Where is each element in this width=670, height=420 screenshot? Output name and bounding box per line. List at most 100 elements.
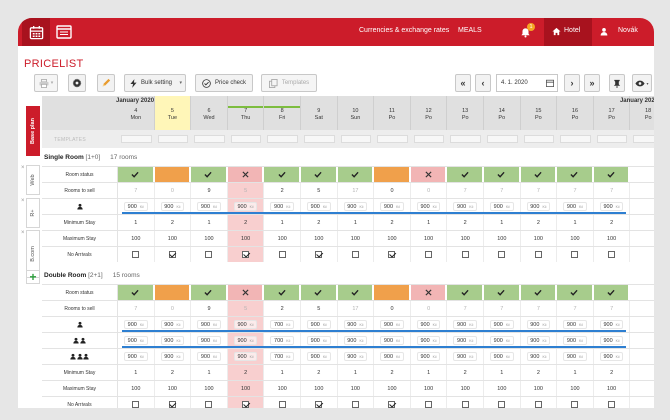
price-input[interactable]: 900 Kč [416,352,441,361]
grid-cell[interactable]: 7 [484,301,521,316]
check-icon[interactable] [118,167,155,182]
grid-cell[interactable]: 100 [155,381,192,396]
edit-button[interactable] [97,74,115,92]
price-cell[interactable]: 900 Kč [594,333,631,348]
grid-cell[interactable] [594,397,631,408]
close-icon[interactable]: × [21,230,25,236]
grid-cell[interactable]: 2 [447,365,484,380]
price-input[interactable]: 900 Kč [160,336,185,345]
currencies-link[interactable]: Currencies & exchange rates [359,27,450,34]
price-cell[interactable]: 900 Kč [155,349,192,364]
no-arrivals-checkbox[interactable] [205,401,213,408]
grid-cell[interactable]: 100 [118,231,155,246]
grid-cell[interactable]: 1 [338,365,375,380]
grid-cell[interactable] [374,247,411,262]
check-icon[interactable] [264,285,301,300]
price-cell[interactable]: 900 Kč [338,333,375,348]
price-cell[interactable]: 900 Kč [301,349,338,364]
no-arrivals-checkbox[interactable] [571,401,579,408]
day-header[interactable]: 16 Po [557,96,594,130]
price-cell[interactable]: 900 Kč [557,317,594,332]
bulk-setting-button[interactable]: Bulk setting ▾ [124,74,186,92]
no-arrivals-checkbox[interactable] [425,401,433,408]
grid-cell[interactable]: 2 [264,301,301,316]
grid-cell[interactable] [191,397,228,408]
grid-cell[interactable]: 7 [447,183,484,198]
grid-cell[interactable]: 7 [594,183,631,198]
price-cell[interactable]: 900 Kč [191,317,228,332]
no-arrivals-checkbox[interactable] [608,401,616,408]
price-cell[interactable]: 900 Kč [411,317,448,332]
grid-cell[interactable]: 17 [338,183,375,198]
no-arrivals-checkbox[interactable] [498,401,506,408]
close-icon[interactable]: × [21,198,25,204]
closed-icon[interactable] [410,285,448,300]
price-input[interactable]: 900 Kč [380,320,404,329]
price-input[interactable]: 900 Kč [490,336,514,345]
grid-cell[interactable]: 2 [521,215,558,230]
grid-cell[interactable]: 100 [301,381,338,396]
price-input[interactable]: 900 Kč [307,202,331,211]
check-icon[interactable] [593,167,631,182]
grid-cell[interactable] [227,247,265,262]
closed-icon[interactable] [227,167,265,182]
no-arrivals-checkbox[interactable] [461,251,469,258]
price-cell[interactable]: 900 Kč [155,317,192,332]
price-input[interactable]: 900 Kč [270,202,294,211]
check-icon[interactable] [520,285,558,300]
grid-cell[interactable] [227,397,265,408]
template-select[interactable] [304,135,335,143]
grid-cell[interactable] [447,247,484,262]
channel-tab[interactable]: × R+ [21,198,40,228]
prev-day-button[interactable]: ‹ [475,74,491,92]
price-cell[interactable]: 900 Kč [374,199,411,214]
grid-cell[interactable]: 0 [155,301,192,316]
template-select[interactable] [413,135,445,143]
price-cell[interactable]: 900 Kč [521,349,558,364]
settings-button[interactable] [68,74,86,92]
grid-cell[interactable]: 1 [191,365,228,380]
grid-cell[interactable] [557,247,594,262]
grid-cell[interactable] [411,247,448,262]
price-cell[interactable]: 700 Kč [264,349,301,364]
price-input[interactable]: 900 Kč [490,202,514,211]
pin-button[interactable] [609,74,625,92]
price-input[interactable]: 900 Kč [490,320,514,329]
price-input[interactable]: 900 Kč [416,320,441,329]
grid-cell[interactable]: 1 [118,215,155,230]
grid-cell[interactable] [338,397,375,408]
check-icon[interactable] [520,167,558,182]
no-arrivals-checkbox[interactable] [351,401,359,408]
price-input[interactable]: 900 Kč [124,320,148,329]
day-header[interactable]: 18 Po [630,96,654,130]
price-cell[interactable]: 900 Kč [155,333,192,348]
template-select[interactable] [560,135,591,143]
price-input[interactable]: 900 Kč [160,320,185,329]
grid-cell[interactable] [484,397,521,408]
grid-cell[interactable]: 100 [557,231,594,246]
channel-tab[interactable]: Base plan [26,106,40,156]
no-arrivals-checkbox[interactable] [315,401,323,408]
check-icon[interactable] [264,167,301,182]
grid-cell[interactable] [594,247,631,262]
price-input[interactable]: 900 Kč [416,336,441,345]
price-cell[interactable]: 700 Kč [264,317,301,332]
grid-cell[interactable]: 2 [594,215,631,230]
grid-cell[interactable]: 2 [594,365,631,380]
price-cell[interactable]: 900 Kč [301,333,338,348]
meals-link[interactable]: MEALS [458,27,482,34]
no-arrivals-checkbox[interactable] [351,251,359,258]
template-select[interactable] [194,135,225,143]
template-select[interactable] [596,135,628,143]
no-arrivals-checkbox[interactable] [571,251,579,258]
check-icon[interactable] [301,167,338,182]
grid-cell[interactable]: 0 [411,183,448,198]
grid-cell[interactable] [557,397,594,408]
check-icon[interactable] [191,167,228,182]
channel-tab[interactable]: × Web [21,165,40,195]
price-input[interactable]: 900 Kč [197,336,221,345]
next-week-button[interactable]: » [584,74,600,92]
grid-cell[interactable]: 100 [301,231,338,246]
price-input[interactable]: 900 Kč [563,352,587,361]
grid-cell[interactable]: 2 [155,215,192,230]
